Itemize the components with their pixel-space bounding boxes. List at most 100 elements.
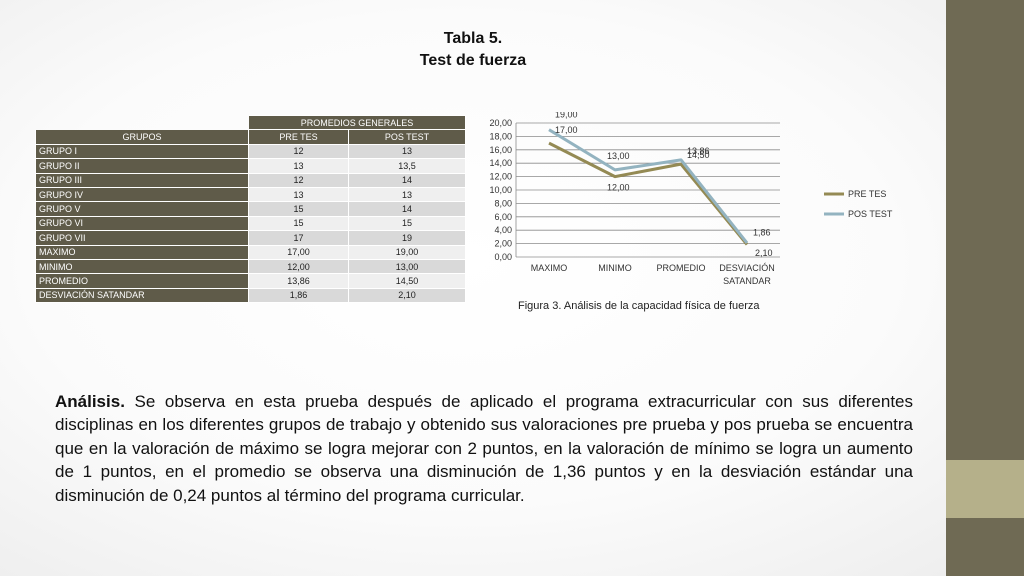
legend-label: PRE TES — [848, 189, 886, 199]
pre-test-cell: 12 — [248, 172, 349, 188]
table-group-header-row: PROMEDIOS GENERALES — [36, 114, 466, 131]
table-row: GRUPO III 12 14 — [35, 172, 466, 188]
y-tick-label: 16,00 — [489, 145, 512, 155]
series-line-pre-tes — [548, 141, 749, 246]
pre-test-cell: 13 — [248, 158, 349, 174]
decorative-sidebar-band — [946, 460, 1024, 518]
table-row: DESVIACIÓN SATANDAR 1,86 2,10 — [35, 287, 466, 304]
row-label-cell: GRUPO I — [35, 143, 249, 160]
row-label-cell: GRUPO VII — [35, 230, 249, 246]
post-test-cell: 13,00 — [348, 258, 466, 275]
post-test-cell: 15 — [348, 215, 466, 232]
table-row: PROMEDIO 13,86 14,50 — [35, 273, 466, 289]
data-label: 13,86 — [687, 146, 710, 156]
analysis-label: Análisis. — [55, 392, 125, 411]
pre-test-cell: 1,86 — [248, 287, 349, 304]
table-row: MINIMO 12,00 13,00 — [35, 258, 466, 275]
post-test-cell: 14 — [348, 172, 466, 188]
y-tick-label: 10,00 — [489, 185, 512, 195]
table-row: GRUPO VI 15 15 — [35, 215, 466, 232]
figure-caption: Figura 3. Análisis de la capacidad físic… — [518, 300, 760, 312]
pre-test-cell: 15 — [248, 201, 349, 217]
table-number-title: Tabla 5. — [443, 30, 503, 47]
pre-test-cell: 15 — [248, 215, 349, 232]
table-title: Test de fuerza — [419, 52, 527, 69]
x-tick-label: MAXIMO — [531, 263, 568, 273]
x-tick-label-line: PROMEDIO — [656, 263, 705, 273]
series-line-pos-test — [548, 128, 749, 244]
table-row: GRUPO II 13 13,5 — [35, 158, 466, 174]
chart-x-axis: MAXIMO MINIMO PROMEDIO DESVIACIÓN SATANDAR — [531, 263, 775, 286]
table-row: MAXIMO 17,00 19,00 — [35, 244, 466, 260]
y-tick-label: 0,00 — [494, 252, 512, 262]
post-test-cell: 13 — [348, 186, 466, 203]
column-header-pre-tes: PRE TES — [248, 129, 349, 145]
row-label-cell: GRUPO III — [35, 172, 249, 188]
row-label-cell: GRUPO IV — [35, 186, 249, 203]
chart-gridlines — [516, 122, 780, 258]
y-tick-label: 14,00 — [489, 158, 512, 168]
line-chart: 0,00 2,00 4,00 6,00 8,00 10,00 12,00 14,00 16,00… — [489, 112, 823, 286]
column-header-pos-test: POS TEST — [348, 129, 466, 145]
post-test-cell: 19,00 — [348, 244, 466, 260]
chart-data-labels: 17,00 12,00 13,86 1,86 19,00 13,00 14,50 2,10 — [555, 112, 773, 258]
table-row: GRUPO I 12 13 — [35, 143, 466, 160]
post-test-cell: 14 — [348, 201, 466, 217]
row-label-cell: GRUPO II — [35, 158, 249, 174]
analysis-text: Se observa en esta prueba después de apl… — [55, 392, 913, 505]
pre-test-cell: 12,00 — [248, 258, 349, 275]
x-tick-label-line: MINIMO — [598, 263, 632, 273]
table-row: GRUPO V 15 14 — [35, 201, 466, 217]
table-row: GRUPO VII 17 19 — [35, 230, 466, 246]
y-tick-label: 4,00 — [494, 225, 512, 235]
y-tick-label: 2,00 — [494, 239, 512, 249]
data-label: 2,10 — [755, 248, 773, 258]
results-table: PROMEDIOS GENERALES GRUPOS PRE TES POS T… — [35, 114, 466, 304]
table-row: GRUPO IV 13 13 — [35, 186, 466, 203]
chart-series — [548, 128, 749, 246]
legend-label: POS TEST — [848, 209, 893, 219]
table-group-header: PROMEDIOS GENERALES — [248, 114, 466, 131]
data-label: 13,00 — [607, 151, 630, 161]
x-tick-label-line: SATANDAR — [723, 276, 771, 286]
y-tick-label: 6,00 — [494, 212, 512, 222]
data-label: 1,86 — [753, 228, 771, 238]
column-header-grupos: GRUPOS — [35, 129, 249, 145]
pre-test-cell: 17 — [248, 230, 349, 246]
data-label: 14,50 — [687, 150, 710, 160]
pre-test-cell: 13 — [248, 186, 349, 203]
x-tick-label-line: DESVIACIÓN — [719, 263, 775, 273]
table-corner-cell — [36, 116, 249, 130]
post-test-cell: 14,50 — [348, 273, 466, 289]
analysis-paragraph: Análisis. Se observa en esta prueba desp… — [55, 390, 913, 507]
chart-y-axis: 0,00 2,00 4,00 6,00 8,00 10,00 12,00 14,00 16,00… — [489, 118, 517, 262]
x-tick-label: MINIMO — [598, 263, 632, 273]
post-test-cell: 2,10 — [348, 287, 466, 304]
row-label-cell: GRUPO V — [35, 201, 249, 217]
data-label: 12,00 — [607, 183, 630, 193]
data-label: 19,00 — [555, 112, 578, 120]
x-tick-label: PROMEDIO — [656, 263, 705, 273]
x-tick-label: DESVIACIÓN SATANDAR — [719, 263, 775, 286]
pre-test-cell: 13,86 — [248, 273, 349, 289]
legend-items: PRE TES POS TEST — [824, 189, 893, 219]
y-tick-label: 12,00 — [489, 172, 512, 182]
y-tick-label: 18,00 — [489, 131, 512, 141]
post-test-cell: 13 — [348, 143, 466, 160]
decorative-sidebar — [946, 0, 1024, 576]
pre-test-cell: 12 — [248, 143, 349, 160]
data-label: 17,00 — [555, 125, 578, 135]
row-label-cell: GRUPO VI — [35, 215, 249, 232]
row-label-cell: PROMEDIO — [35, 273, 249, 289]
y-tick-label: 20,00 — [489, 118, 512, 128]
table-column-header-row: GRUPOS PRE TES POS TEST — [35, 129, 466, 145]
chart-legend-box: PRE TES POS TEST — [824, 189, 893, 219]
row-label-cell: DESVIACIÓN SATANDAR — [35, 287, 249, 304]
post-test-cell: 13,5 — [348, 158, 466, 174]
row-label-cell: MAXIMO — [35, 244, 249, 260]
row-label-cell: MINIMO — [35, 258, 249, 275]
chart-legend — [790, 112, 823, 214]
pre-test-cell: 17,00 — [248, 244, 349, 260]
post-test-cell: 19 — [348, 230, 466, 246]
x-tick-label-line: MAXIMO — [531, 263, 568, 273]
